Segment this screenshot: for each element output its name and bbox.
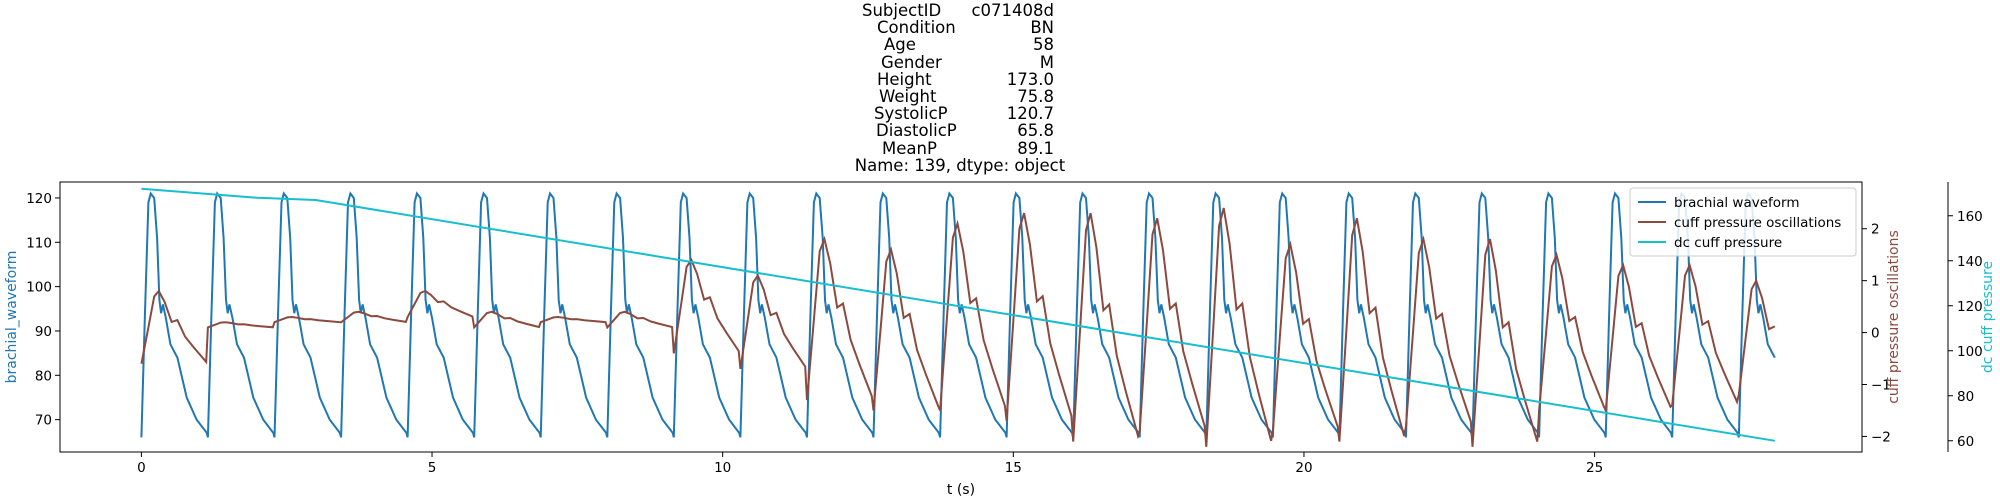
right-y2-tick-label: 80 (1957, 389, 1974, 405)
series-line-brachial-waveform (140, 191, 1776, 438)
right-y2-tick-label: 140 (1957, 254, 1983, 270)
legend-entry-label: brachial waveform (1674, 195, 1800, 211)
title-row-value: BN (1030, 18, 1054, 38)
title-row-key: Height (877, 69, 932, 89)
title-row-key: Weight (879, 87, 937, 106)
x-axis-label: t (s) (947, 482, 975, 498)
left-y-axis-label: brachial_waveform (4, 251, 20, 384)
right-y2-tick-label: 100 (1957, 344, 1983, 360)
left-y-tick-label: 90 (35, 324, 52, 340)
title-row-value: 75.8 (1017, 87, 1054, 106)
x-tick-label: 15 (1005, 460, 1022, 476)
right-y2-tick-label: 160 (1957, 209, 1983, 225)
x-tick-label: 25 (1586, 460, 1603, 476)
title-row-value: 58 (1033, 35, 1054, 55)
legend-entry-label: cuff pressure oscillations (1674, 215, 1841, 231)
x-tick-label: 10 (714, 460, 731, 476)
x-tick-label: 5 (428, 460, 437, 476)
title-row-key: Gender (881, 52, 942, 72)
title-row-key: SystolicP (874, 104, 948, 124)
x-tick-label: 20 (1295, 460, 1312, 476)
right-y1-tick-label: 0 (1871, 326, 1880, 342)
title-row-value: 65.8 (1017, 121, 1054, 141)
title-row: MeanP 89.1 (0, 138, 2000, 158)
title-row-value: 89.1 (1017, 138, 1054, 158)
title-row-value: c071408d (971, 1, 1054, 20)
left-y-tick-label: 80 (35, 368, 52, 384)
right-y2-axis-label: dc cuff pressure (1980, 261, 1996, 373)
title-row-key: MeanP (882, 138, 937, 158)
left-y-tick-label: 70 (35, 413, 52, 429)
title-row-key: Condition (877, 18, 956, 38)
right-y1-tick-label: −1 (1871, 378, 1891, 394)
title-row: Age 58 (0, 35, 2000, 55)
right-y1-tick-label: −2 (1871, 429, 1891, 445)
right-y2-tick-label: 120 (1957, 299, 1983, 315)
legend-entry-label: dc cuff pressure (1674, 235, 1782, 251)
plot-area-frame (59, 181, 1863, 453)
title-row-key: SubjectID (862, 1, 942, 20)
title-row-key: DiastolicP (876, 121, 957, 141)
title-row: Gender M (0, 52, 2000, 72)
title-row: Condition BN (0, 18, 2000, 38)
title-row: SystolicP 120.7 (0, 104, 2000, 124)
right-y1-tick-label: 2 (1871, 222, 1880, 238)
title-row: Weight 75.8 (0, 87, 2000, 106)
title-row: Height 173.0 (0, 69, 2000, 89)
left-y-tick-label: 110 (26, 235, 52, 251)
right-y1-tick-label: 1 (1871, 274, 1880, 290)
title-row-value: M (1039, 52, 1054, 72)
title-row: DiastolicP 65.8 (0, 121, 2000, 141)
series-line-dc-cuff-pressure (141, 187, 1775, 442)
title-row-key: Age (884, 35, 916, 55)
right-y2-tick-label: 60 (1957, 434, 1974, 450)
title-footer: Name: 139, dtype: object (854, 155, 1066, 175)
right-y1-axis-label: cuff pressure oscillations (1886, 230, 1902, 404)
title-row-value: 173.0 (1006, 69, 1054, 89)
series-line-cuff-pressure-oscillations (140, 207, 1776, 447)
title-row: SubjectID c071408d (0, 1, 2000, 20)
x-tick-label: 0 (137, 460, 146, 476)
legend-box (1629, 187, 1857, 257)
left-y-tick-label: 120 (26, 191, 52, 207)
title-row-value: 120.7 (1006, 104, 1054, 124)
left-y-tick-label: 100 (26, 280, 52, 296)
